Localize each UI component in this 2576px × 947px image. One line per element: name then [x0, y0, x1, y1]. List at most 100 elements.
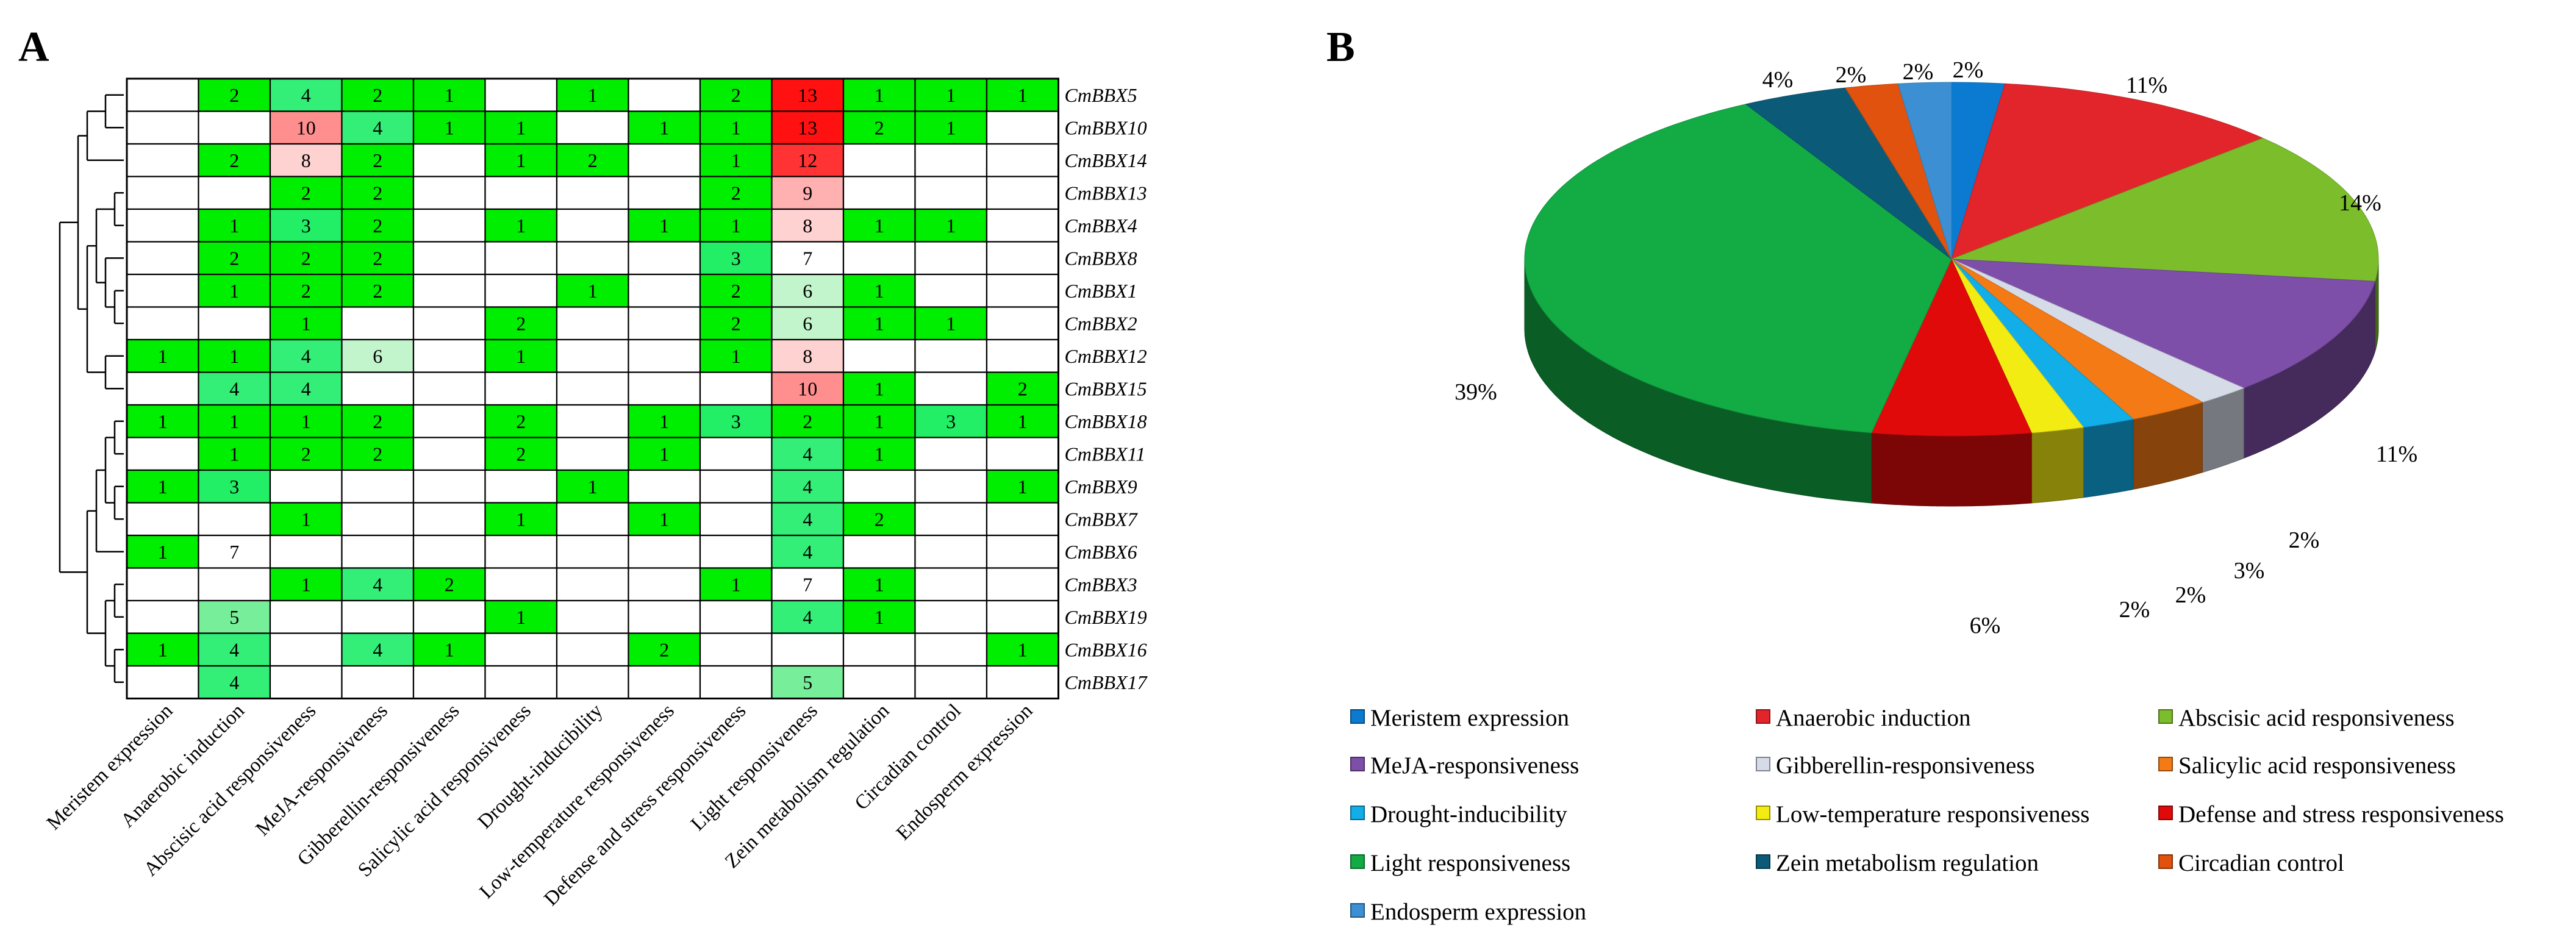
gene-label: CmBBX7: [1065, 508, 1139, 530]
heatmap-cell-value: 1: [875, 377, 884, 399]
heatmap-cell-value: 1: [1018, 638, 1028, 660]
heatmap-cell: [842, 632, 916, 667]
heatmap-cell: [771, 534, 845, 569]
heatmap-cell: [699, 273, 773, 308]
heatmap-cell-value: 1: [229, 410, 239, 432]
heatmap-cell-value: 2: [445, 573, 454, 595]
heatmap-cell-value: 4: [803, 508, 812, 530]
heatmap-cell: [699, 437, 773, 471]
heatmap-cell-value: 1: [516, 215, 526, 237]
heatmap-cell: [341, 371, 415, 406]
heatmap-cell-value: 3: [946, 410, 956, 432]
gene-label: CmBBX14: [1065, 149, 1147, 171]
pie-slice-label: 14%: [2339, 190, 2381, 216]
gene-label: CmBBX8: [1065, 247, 1137, 269]
heatmap-cell-value: 2: [373, 280, 382, 302]
heatmap-cell: [556, 306, 629, 341]
heatmap-cell-value: 1: [731, 149, 741, 171]
heatmap-cell-value: 2: [373, 247, 382, 269]
legend-swatch: [2158, 806, 2173, 820]
heatmap-cell: [986, 77, 1059, 112]
heatmap-cell: [914, 273, 988, 308]
pie-legend: Meristem expression Anaerobic induction Ab…: [1350, 705, 2504, 925]
heatmap-cell-value: 1: [229, 215, 239, 237]
heatmap-cell-value: 1: [158, 476, 168, 498]
heatmap-cell: [484, 306, 558, 341]
heatmap: 2 4 2 1 1 2 13 1 1 110 4 1 1 1 1 13 2 12 8 2 1 2 1 122 2 2 91 3 2 1 1 1…: [43, 77, 1148, 910]
heatmap-cell: [412, 306, 486, 341]
heatmap-cell-value: 1: [158, 410, 168, 432]
heatmap-cell: [842, 338, 916, 373]
heatmap-cell: [484, 404, 558, 438]
column-label: Light responsiveness: [687, 700, 822, 835]
gene-label: CmBBX16: [1065, 638, 1147, 660]
heatmap-cell: [269, 502, 343, 537]
heatmap-cell: [198, 502, 271, 537]
heatmap-cell: [412, 273, 486, 308]
heatmap-cell: [412, 502, 486, 537]
heatmap-cell: [412, 176, 486, 210]
heatmap-cell: [484, 273, 558, 308]
heatmap-cell: [269, 567, 343, 602]
heatmap-cell-value: 2: [229, 149, 239, 171]
heatmap-cell: [556, 241, 629, 276]
pie-slice-label: 2%: [1953, 57, 1984, 83]
heatmap-cell-value: 1: [731, 116, 741, 138]
heatmap-cell: [556, 273, 629, 308]
heatmap-cell-value: 3: [301, 215, 311, 237]
heatmap-cell: [914, 567, 988, 602]
gene-label: CmBBX1: [1065, 280, 1137, 302]
heatmap-cell-value: 8: [803, 215, 812, 237]
heatmap-cell-value: 1: [1018, 476, 1028, 498]
heatmap-cell: [484, 143, 558, 177]
gene-label: CmBBX12: [1065, 345, 1147, 367]
heatmap-cell-value: 2: [516, 312, 526, 334]
legend-label: Zein metabolism regulation: [1776, 850, 2039, 876]
heatmap-cell: [341, 469, 415, 504]
heatmap-cell-value: 1: [229, 345, 239, 367]
heatmap-cell: [628, 143, 701, 177]
heatmap-cell: [628, 404, 701, 438]
heatmap-cell: [842, 371, 916, 406]
heatmap-cell: [484, 437, 558, 471]
heatmap-cell-value: 1: [946, 215, 956, 237]
heatmap-cell: [771, 502, 845, 537]
legend-swatch: [1350, 709, 1365, 724]
pie-slice-label: 2%: [1903, 59, 1934, 85]
heatmap-cell: [269, 665, 343, 699]
gene-label: CmBBX4: [1065, 215, 1137, 237]
heatmap-cell-value: 1: [588, 476, 598, 498]
heatmap-cell: [771, 306, 845, 341]
heatmap-cell-value: 2: [588, 149, 598, 171]
heatmap-cell-value: 1: [875, 84, 884, 106]
gene-label: CmBBX17: [1065, 671, 1148, 693]
pie-slice-label: 39%: [1454, 379, 1497, 405]
heatmap-cell-value: 2: [301, 280, 311, 302]
pie-slice: [1845, 83, 1952, 260]
heatmap-cell: [341, 306, 415, 341]
heatmap-cell-value: 3: [731, 247, 741, 269]
heatmap-cell: [914, 77, 988, 112]
legend-label: Endosperm expression: [1370, 899, 1586, 925]
heatmap-cell: [771, 469, 845, 504]
legend-label: Defense and stress responsiveness: [2178, 801, 2504, 827]
pie-slice-side: [2083, 418, 2134, 498]
heatmap-cell: [556, 599, 629, 634]
heatmap-cell-value: 3: [731, 410, 741, 432]
heatmap-cell: [269, 77, 343, 112]
heatmap-cell: [914, 404, 988, 438]
heatmap-cell: [914, 338, 988, 373]
heatmap-cell: [126, 273, 199, 308]
heatmap-cell: [269, 241, 343, 276]
heatmap-cell: [556, 371, 629, 406]
pie-slice: [1524, 104, 1952, 434]
heatmap-cell-value: 7: [229, 541, 239, 563]
heatmap-cell: [628, 176, 701, 210]
heatmap-cell-value: 1: [659, 443, 669, 465]
legend-swatch: [2158, 709, 2173, 724]
legend-label: Abscisic acid responsiveness: [2178, 705, 2455, 731]
gene-label: CmBBX10: [1065, 116, 1147, 138]
heatmap-cell: [628, 632, 701, 667]
heatmap-cell: [556, 110, 629, 145]
heatmap-cell-value: 4: [301, 345, 311, 367]
